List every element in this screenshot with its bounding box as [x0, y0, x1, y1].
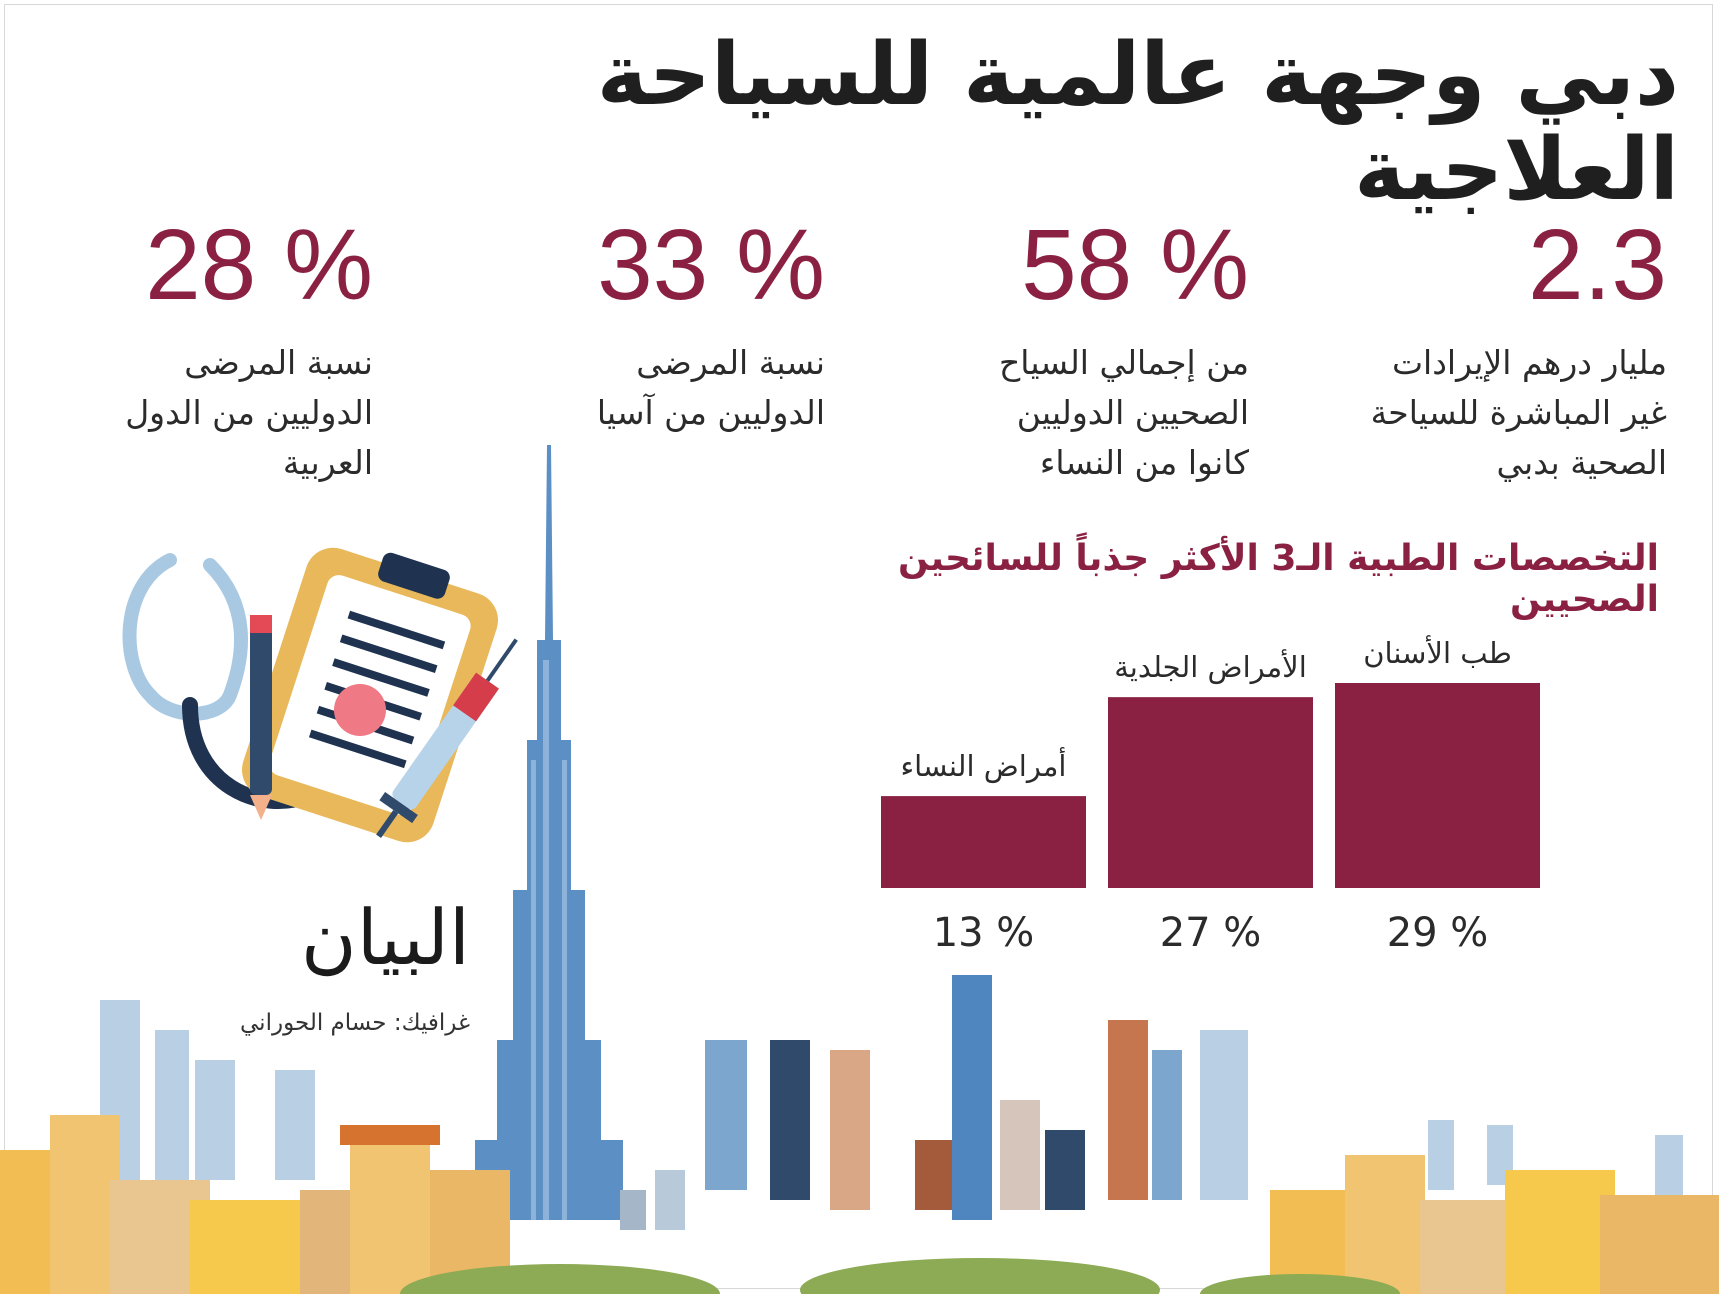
- stat-line: مليار درهم الإيرادات: [1391, 343, 1667, 382]
- syringe-icon: [376, 638, 518, 838]
- stat-description: نسبة المرضى الدوليين من آسيا: [495, 338, 825, 438]
- value-label: 29 %: [1387, 910, 1489, 956]
- stat-value: 33 %: [597, 209, 825, 321]
- bar-chart: طب الأسنان 29 % الأمراض الجلدية 27 % أمراض ا…: [881, 634, 1540, 956]
- bar-2: [1108, 697, 1313, 888]
- stat-value: 28 %: [145, 209, 373, 321]
- stat-line: غير المباشرة للسياحة: [1370, 393, 1667, 432]
- stat-line: العربية: [282, 443, 373, 482]
- medical-illustration: [122, 547, 518, 843]
- stat-description: مليار درهم الإيرادات غير المباشرة للسياح…: [1337, 338, 1667, 488]
- page-title: دبي وجهة عالمية للسياحة العلاجية: [596, 25, 1679, 220]
- bar-1: [1335, 683, 1540, 888]
- pencil-icon: [250, 615, 272, 820]
- stat-line: كانوا من النساء: [1039, 443, 1249, 482]
- stat-women: 58 % من إجمالي السياح الصحيين الدوليين ك…: [919, 215, 1249, 488]
- graphic-credit: غرافيك: حسام الحوراني: [240, 1010, 470, 1036]
- stat-description: من إجمالي السياح الصحيين الدوليين كانوا …: [919, 338, 1249, 488]
- stat-line: الصحية بدبي: [1496, 443, 1667, 482]
- stat-line: نسبة المرضى: [636, 343, 825, 382]
- stat-arab: 28 % نسبة المرضى الدوليين من الدول العرب…: [43, 215, 373, 488]
- value-label: 27 %: [1160, 910, 1262, 956]
- bar-3: [881, 796, 1086, 888]
- stat-description: نسبة المرضى الدوليين من الدول العربية: [43, 338, 373, 488]
- stat-line: الصحيين الدوليين: [1016, 393, 1249, 432]
- stat-value: 2.3: [1527, 209, 1667, 321]
- category-label: أمراض النساء: [901, 746, 1067, 783]
- category-label: طب الأسنان: [1363, 634, 1512, 670]
- brand-logo: البيان: [300, 893, 470, 982]
- chart-title: التخصصات الطبية الـ3 الأكثر جذباً للسائح…: [897, 538, 1659, 620]
- stat-value: 58 %: [1021, 209, 1249, 321]
- value-label: 13 %: [933, 910, 1035, 956]
- stat-line: الدوليين من الدول: [125, 393, 373, 432]
- stat-asia: 33 % نسبة المرضى الدوليين من آسيا: [495, 215, 825, 438]
- stat-revenue: 2.3 مليار درهم الإيرادات غير المباشرة لل…: [1337, 215, 1667, 488]
- stat-line: الدوليين من آسيا: [596, 393, 825, 432]
- category-label: الأمراض الجلدية: [1114, 648, 1307, 684]
- stat-line: نسبة المرضى: [184, 343, 373, 382]
- stat-line: من إجمالي السياح: [998, 343, 1249, 382]
